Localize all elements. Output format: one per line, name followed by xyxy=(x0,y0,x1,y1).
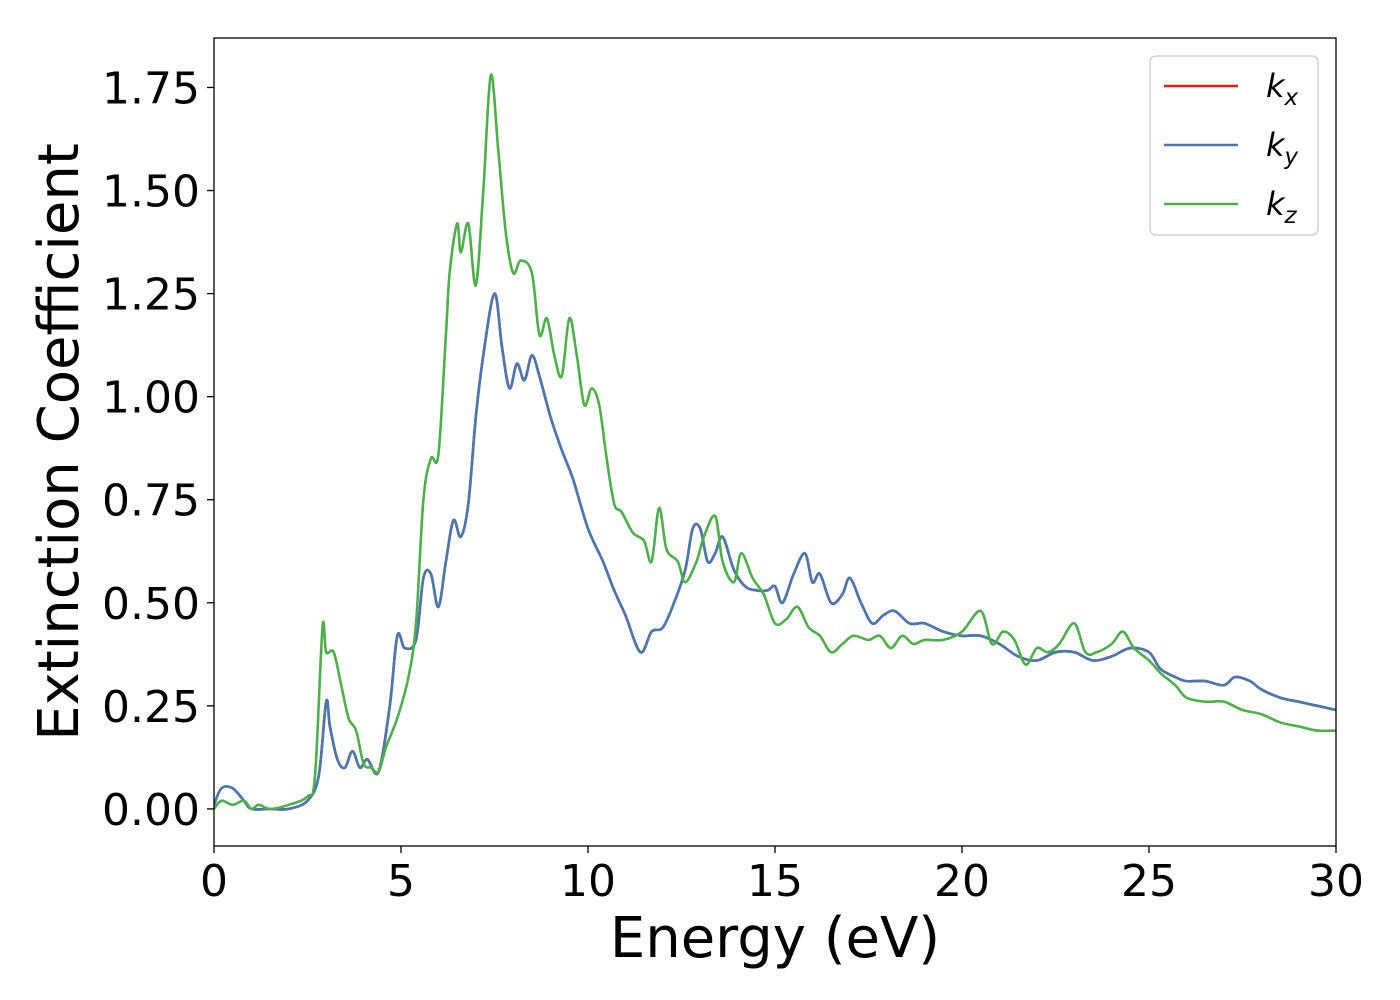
legend-label-z: kz xyxy=(1266,185,1298,229)
y-tick-label: 1.50 xyxy=(102,167,200,218)
legend-label-base: k xyxy=(1266,126,1286,164)
series-line-z xyxy=(214,73,1336,811)
y-tick-label: 1.25 xyxy=(102,270,200,321)
x-tick-label: 20 xyxy=(934,856,990,907)
y-tick-label: 0.00 xyxy=(102,785,200,836)
y-tick-label: 1.00 xyxy=(102,373,200,424)
y-tick-label: 0.25 xyxy=(102,682,200,733)
y-axis-ticks: 0.00 0.25 0.50 0.75 1.00 1.25 1.50 1.75 xyxy=(102,63,214,836)
x-axis-ticks: 0 5 10 15 20 25 30 xyxy=(200,846,1364,907)
plot-area-background xyxy=(214,38,1336,846)
x-tick-label: 30 xyxy=(1308,856,1364,907)
legend-label-y: ky xyxy=(1266,126,1299,170)
x-tick-label: 15 xyxy=(747,856,803,907)
legend-label-subscript: x xyxy=(1284,85,1299,111)
y-axis-label: Extinction Coefficient xyxy=(27,143,92,741)
y-tick-label: 0.75 xyxy=(102,476,200,527)
series-layer xyxy=(214,73,1336,811)
x-axis-label: Energy (eV) xyxy=(610,906,940,971)
x-tick-label: 25 xyxy=(1121,856,1177,907)
y-tick-label: 0.50 xyxy=(102,579,200,630)
x-tick-label: 10 xyxy=(560,856,616,907)
x-tick-label: 5 xyxy=(387,856,415,907)
y-tick-label: 1.75 xyxy=(102,63,200,114)
x-tick-label: 0 xyxy=(200,856,228,907)
legend-label-base: k xyxy=(1266,185,1286,223)
legend-label-x: kx xyxy=(1266,67,1299,111)
legend-label-subscript: y xyxy=(1284,144,1299,170)
legend-label-base: k xyxy=(1266,67,1286,105)
legend-label-subscript: z xyxy=(1284,203,1298,229)
